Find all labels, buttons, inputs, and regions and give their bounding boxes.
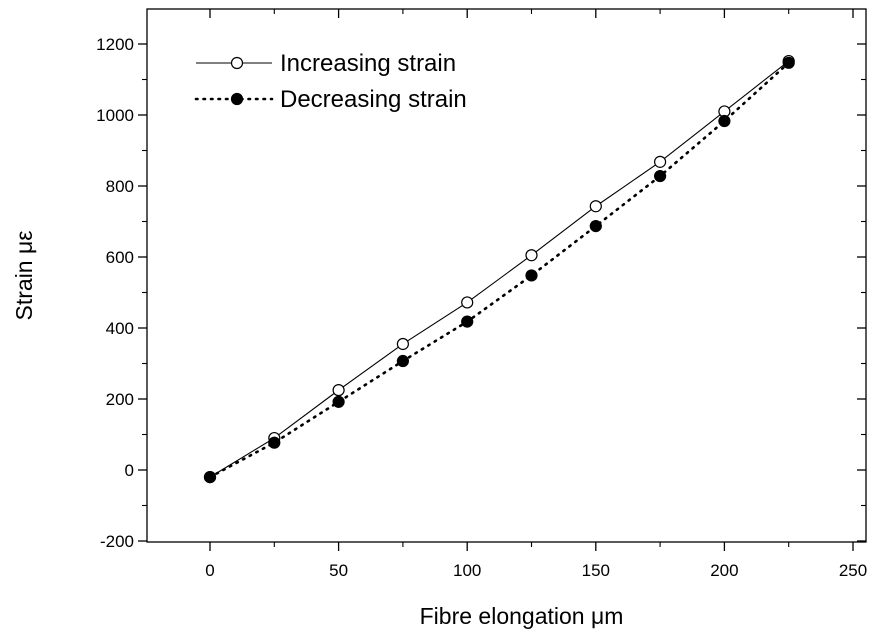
decreasing-strain-point xyxy=(332,395,345,408)
plot-frame xyxy=(146,8,867,543)
decreasing-strain-point xyxy=(203,471,217,484)
decreasing-strain-point xyxy=(525,269,538,282)
increasing-strain-line xyxy=(209,60,790,478)
y-axis: -200 0 200 400 600 800 1000 1200 xyxy=(96,35,866,551)
legend-increasing-label: Increasing strain xyxy=(280,50,456,77)
x-tick-label: 200 xyxy=(710,561,738,580)
y-tick-label: -200 xyxy=(100,532,134,551)
decreasing-strain-point xyxy=(461,315,474,328)
y-tick-label: 0 xyxy=(125,461,134,480)
legend-decreasing-marker xyxy=(230,92,244,106)
decreasing-strain-line xyxy=(208,61,791,479)
decreasing-strain-point xyxy=(589,220,602,233)
x-tick-label: 100 xyxy=(453,561,481,580)
legend-decreasing-label: Decreasing strain xyxy=(280,86,467,113)
x-axis-title: Fibre elongation μm xyxy=(420,603,624,629)
x-tick-label: 150 xyxy=(582,561,610,580)
y-tick-label: 800 xyxy=(106,177,134,196)
decreasing-strain-point xyxy=(782,56,795,69)
legend: Increasing strain Decreasing strain xyxy=(194,50,467,113)
y-tick-label: 600 xyxy=(106,248,134,267)
y-tick-label: 400 xyxy=(106,319,134,338)
decreasing-strain-point xyxy=(718,114,731,128)
decreasing-strain-point xyxy=(653,169,667,183)
increasing-strain-point xyxy=(461,296,474,309)
y-tick-label: 1000 xyxy=(96,106,134,125)
y-tick-label: 200 xyxy=(106,390,134,409)
increasing-strain-point xyxy=(589,200,602,213)
increasing-strain-point xyxy=(332,384,345,397)
increasing-strain-point xyxy=(525,249,538,262)
decreasing-strain-point xyxy=(268,436,281,449)
x-tick-label: 0 xyxy=(205,561,214,580)
x-axis: 0 50 100 150 200 250 xyxy=(205,9,867,580)
x-tick-label: 250 xyxy=(839,561,867,580)
legend-increasing-marker xyxy=(230,56,244,70)
increasing-strain-point xyxy=(653,155,667,168)
plot-border xyxy=(146,8,867,543)
y-tick-label: 1200 xyxy=(96,35,134,54)
series-layer xyxy=(203,54,795,484)
y-axis-title: Strain με xyxy=(11,231,37,321)
increasing-strain-point xyxy=(396,337,409,351)
x-tick-label: 50 xyxy=(329,561,348,580)
decreasing-strain-point xyxy=(396,354,409,368)
